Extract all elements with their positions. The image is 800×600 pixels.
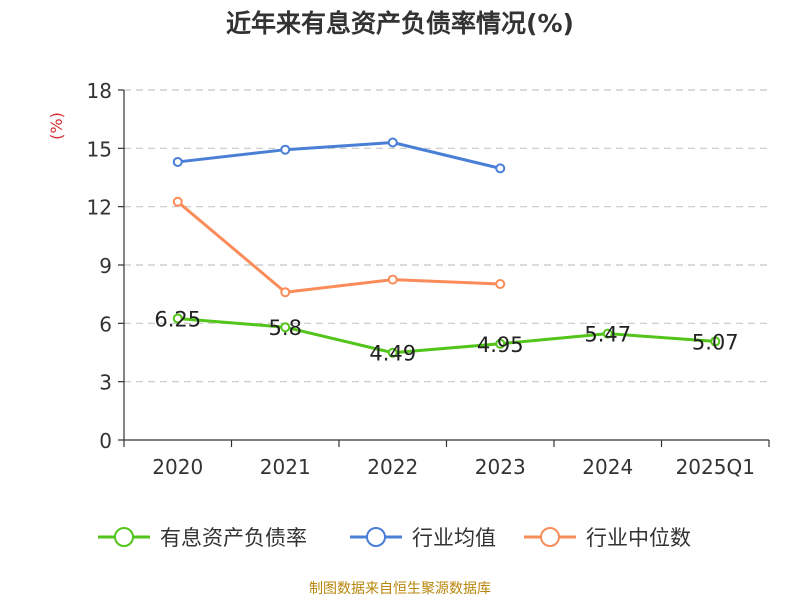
data-point[interactable]	[172, 313, 183, 324]
series-line	[177, 141, 501, 170]
series-lines	[172, 137, 721, 358]
x-tick-label: 2022	[367, 455, 418, 479]
data-point[interactable]	[172, 156, 183, 167]
data-point[interactable]	[710, 336, 721, 347]
legend-line-marker-icon	[524, 527, 576, 547]
data-point[interactable]	[280, 144, 291, 155]
legend-label: 行业均值	[412, 526, 496, 550]
data-label: 4.95	[477, 333, 524, 357]
y-tick-label: 3	[99, 371, 112, 395]
chart-legend: 有息资产负债率 行业均值 行业中位数	[0, 520, 800, 554]
axes: 0 3 6 9 12 15 18 2020 2021 2022 2023 2024 2025Q1	[87, 79, 770, 479]
data-label: 6.25	[154, 307, 201, 331]
legend-line-marker-icon	[350, 527, 402, 547]
data-point[interactable]	[387, 347, 398, 358]
data-point[interactable]	[495, 279, 506, 290]
legend-item-industry-median[interactable]: 行业中位数	[522, 520, 691, 554]
data-point[interactable]	[495, 338, 506, 349]
y-tick-label: 6	[99, 312, 112, 336]
data-label: 5.8	[269, 316, 302, 340]
legend-label: 有息资产负债率	[160, 526, 307, 550]
data-labels: 6.25 5.8 4.49 4.95 5.47 5.07	[154, 307, 738, 365]
data-point[interactable]	[387, 137, 398, 148]
legend-line-marker-icon	[98, 527, 150, 547]
data-point[interactable]	[280, 322, 291, 333]
series-line	[177, 316, 716, 355]
data-point[interactable]	[172, 196, 183, 207]
y-tick-label: 12	[87, 196, 112, 220]
source-note: 制图数据来自恒生聚源数据库	[309, 581, 491, 597]
x-tick-label: 2023	[475, 455, 526, 479]
x-tick-label: 2021	[260, 455, 311, 479]
legend-item-interest-debt-ratio[interactable]: 有息资产负债率	[96, 520, 307, 554]
y-tick-label: 9	[99, 254, 112, 278]
x-tick-label: 2025Q1	[676, 455, 755, 479]
y-tick-label: 15	[87, 137, 112, 161]
data-point[interactable]	[495, 163, 506, 174]
y-tick-label: 0	[99, 429, 112, 453]
legend-label: 行业中位数	[586, 526, 691, 550]
x-tick-label: 2020	[152, 455, 203, 479]
data-point[interactable]	[280, 287, 291, 298]
data-label: 5.07	[692, 330, 739, 354]
legend-item-industry-mean[interactable]: 行业均值	[348, 520, 496, 554]
y-tick-label: 18	[87, 79, 112, 103]
data-point[interactable]	[602, 328, 613, 339]
data-point[interactable]	[387, 274, 398, 285]
y-axis-unit-label: (%)	[47, 112, 66, 140]
chart-title: 近年来有息资产负债率情况(%)	[226, 9, 574, 38]
series-line	[176, 200, 501, 294]
x-tick-label: 2024	[582, 455, 633, 479]
data-label: 4.49	[369, 342, 416, 366]
data-label: 5.47	[584, 323, 631, 347]
